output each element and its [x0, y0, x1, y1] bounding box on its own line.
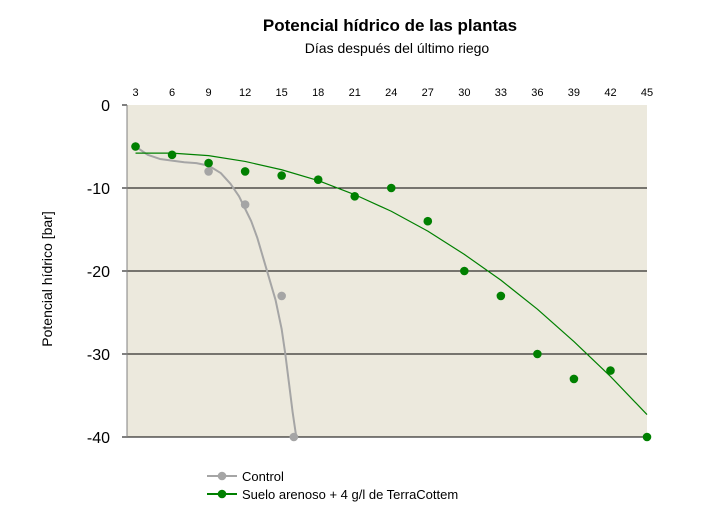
- x-tick-label: 18: [312, 87, 324, 99]
- x-tick-label: 9: [206, 87, 212, 99]
- y-tick-label: -10: [87, 181, 110, 198]
- x-tick-label: 24: [385, 87, 397, 99]
- x-tick-label: 27: [422, 87, 434, 99]
- data-point-terracottem: [569, 374, 579, 384]
- x-tick-label: 33: [495, 87, 507, 99]
- x-tick-label: 36: [531, 87, 543, 99]
- x-tick-label: 42: [604, 87, 616, 99]
- data-point-terracottem: [277, 171, 286, 180]
- x-tick-label: 6: [169, 87, 175, 99]
- x-axis-label: Días después del último riego: [305, 40, 490, 56]
- data-point-control: [289, 432, 299, 442]
- legend-label: Control: [242, 469, 284, 484]
- point-layer: [131, 142, 652, 442]
- data-point-control: [277, 291, 286, 301]
- x-tick-label: 39: [568, 87, 580, 99]
- data-point-terracottem: [642, 432, 652, 442]
- y-axis-label: Potencial hídrico [bar]: [39, 211, 55, 346]
- data-point-terracottem: [167, 150, 177, 160]
- y-tick-label: -20: [87, 264, 110, 281]
- data-point-terracottem: [606, 366, 615, 375]
- data-point-control: [204, 167, 213, 176]
- x-tick-label: 3: [132, 87, 138, 99]
- x-tick-label: 21: [349, 87, 361, 99]
- trend-curve-terracottem: [135, 152, 648, 416]
- legend-marker: [217, 489, 227, 499]
- data-point-control: [240, 200, 250, 209]
- axis-layer: 0-10-20-30-403 6 9 12 15 18 21 24 27 30 33 36 39 42 45: [87, 87, 653, 447]
- grid-layer: [127, 187, 647, 438]
- data-point-terracottem: [350, 192, 360, 201]
- x-tick-label: 15: [276, 87, 288, 99]
- y-tick-label: -40: [87, 430, 110, 447]
- data-point-terracottem: [131, 142, 140, 151]
- chart-title: Potencial hídrico de las plantas: [263, 16, 517, 35]
- data-point-terracottem: [423, 216, 433, 226]
- legend-marker: [217, 471, 227, 481]
- x-tick-label: 12: [239, 87, 251, 99]
- data-point-terracottem: [533, 349, 542, 359]
- x-tick-label: 45: [641, 87, 653, 99]
- y-tick-label: -30: [87, 347, 110, 364]
- x-tick-label: 30: [458, 87, 470, 99]
- y-tick-label: 0: [101, 98, 110, 115]
- legend: Control Suelo arenoso + 4 g/l de TerraCot…: [207, 469, 458, 502]
- data-point-terracottem: [386, 183, 396, 193]
- data-point-terracottem: [313, 175, 323, 184]
- legend-label: Suelo arenoso + 4 g/l de TerraCottem: [242, 487, 458, 502]
- data-point-terracottem: [460, 266, 469, 276]
- data-point-terracottem: [240, 167, 250, 176]
- data-point-terracottem: [496, 291, 506, 301]
- data-point-terracottem: [204, 158, 213, 168]
